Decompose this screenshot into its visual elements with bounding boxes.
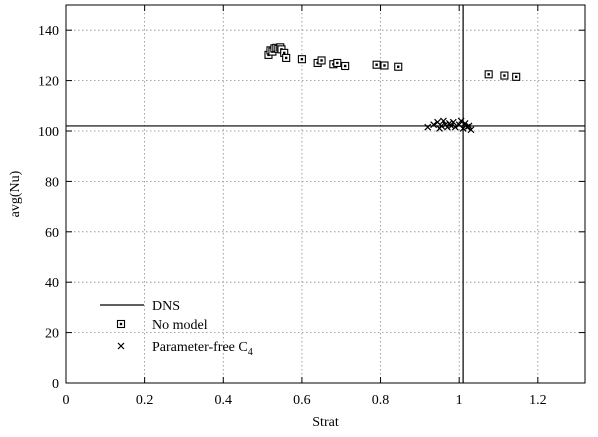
cross-stroke — [424, 123, 432, 131]
cross-stroke — [455, 121, 463, 129]
legend-square-marker — [116, 319, 126, 329]
cross-stroke — [449, 118, 457, 126]
square-marker-dot — [397, 65, 400, 68]
x-tick-label: 0 — [63, 393, 70, 408]
parameter-free-point — [443, 123, 451, 131]
legend-cross-marker-icon — [117, 342, 125, 350]
x-tick-label: 0.2 — [136, 393, 154, 408]
y-axis-label: avg(Nu) — [8, 170, 23, 217]
no-model-point — [512, 72, 521, 81]
square-marker-dot — [375, 63, 378, 66]
square-marker-dot — [503, 74, 506, 77]
cross-stroke — [434, 118, 441, 126]
cross-stroke — [438, 122, 445, 130]
no-model-point — [372, 60, 381, 69]
parameter-free-point — [438, 122, 445, 130]
parameter-free-point — [459, 125, 467, 132]
parameter-free-point — [449, 118, 457, 126]
grid-layer — [66, 5, 585, 383]
x-tick-label: 1.2 — [529, 393, 547, 408]
cross-stroke — [461, 120, 469, 127]
legend-label-no-model: No model — [152, 318, 208, 333]
no-model-point — [484, 70, 493, 79]
legend-square-marker-icon — [116, 319, 126, 329]
legend-label-parameter-free-main: Parameter-free C — [152, 340, 248, 355]
square-marker-dot — [284, 56, 288, 60]
square-marker-dot — [343, 64, 347, 68]
parameter-free-point — [430, 121, 438, 129]
square-marker-dot — [514, 75, 518, 79]
parameter-free-point — [467, 126, 475, 134]
parameter-free-point — [440, 117, 447, 125]
legend-label-parameter-free-subscript: 4 — [248, 347, 253, 358]
no-model-point — [282, 53, 291, 62]
y-tick-label: 140 — [38, 24, 59, 39]
y-tick-label: 100 — [38, 125, 59, 140]
cross-stroke — [443, 123, 451, 131]
square-marker-dot — [300, 57, 304, 61]
square-marker-dot — [336, 61, 339, 65]
y-tick-label: 40 — [45, 276, 59, 291]
parameter-free-point — [451, 123, 459, 131]
cross-stroke — [447, 122, 455, 130]
legend-label-parameter-free: Parameter-free C4 — [152, 340, 253, 358]
parameter-free-point — [465, 122, 473, 130]
data-marks — [264, 43, 521, 134]
y-tick-label: 80 — [45, 175, 59, 190]
x-tick-label: 0.8 — [372, 393, 390, 408]
parameter-free-point — [457, 117, 465, 125]
cross-stroke — [440, 117, 447, 125]
y-tick-label: 120 — [38, 75, 59, 90]
parameter-free-point — [461, 120, 469, 127]
square-marker-dot — [487, 73, 490, 76]
cross-stroke — [459, 125, 467, 132]
no-model-point — [341, 61, 350, 71]
square-marker-dot — [320, 59, 323, 62]
no-model-point — [500, 71, 509, 80]
no-model-point — [297, 55, 306, 64]
no-model-point — [394, 62, 403, 71]
legend: DNS No model Parameter-free C4 — [100, 299, 253, 358]
legend-cross-marker — [117, 342, 125, 350]
no-model-point — [380, 61, 389, 70]
cross-stroke — [430, 121, 438, 129]
square-marker-dot — [119, 322, 123, 326]
x-tick-label: 0.4 — [215, 393, 233, 408]
square-marker-dot — [283, 51, 286, 55]
cross-stroke — [467, 126, 475, 134]
cross-stroke — [457, 117, 465, 125]
x-tick-label: 1 — [456, 393, 463, 408]
axis-ticks: 0 0.2 0.4 0.6 0.8 1 1.2 0 20 40 60 80 100 120 140 — [38, 5, 585, 408]
cross-stroke — [117, 342, 125, 350]
parameter-free-point — [447, 122, 455, 130]
y-tick-label: 20 — [45, 327, 59, 342]
x-axis-label: Strat — [312, 415, 339, 430]
parameter-free-point — [424, 123, 432, 131]
cross-stroke — [451, 123, 459, 131]
no-model-point — [333, 58, 342, 68]
x-tick-label: 0.6 — [293, 393, 311, 408]
reference-lines — [66, 5, 585, 383]
cross-stroke — [465, 122, 473, 130]
y-tick-label: 60 — [45, 226, 59, 241]
legend-label-dns: DNS — [152, 299, 180, 314]
y-tick-label: 0 — [52, 377, 59, 392]
plot-frame — [65, 4, 586, 384]
no-model-point — [317, 56, 326, 65]
square-marker-dot — [383, 64, 386, 67]
